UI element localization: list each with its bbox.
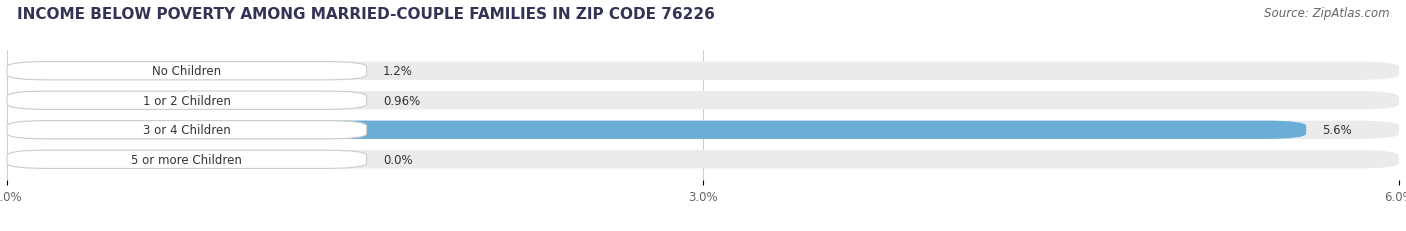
FancyBboxPatch shape	[7, 150, 367, 169]
FancyBboxPatch shape	[7, 62, 367, 81]
Text: No Children: No Children	[152, 65, 221, 78]
Text: 1.2%: 1.2%	[382, 65, 413, 78]
FancyBboxPatch shape	[7, 121, 1399, 139]
FancyBboxPatch shape	[7, 92, 367, 110]
FancyBboxPatch shape	[7, 92, 229, 110]
Text: 1 or 2 Children: 1 or 2 Children	[143, 94, 231, 107]
FancyBboxPatch shape	[7, 62, 1399, 81]
Text: Source: ZipAtlas.com: Source: ZipAtlas.com	[1264, 7, 1389, 20]
FancyBboxPatch shape	[7, 92, 1399, 110]
Text: 0.0%: 0.0%	[382, 153, 412, 166]
Text: 3 or 4 Children: 3 or 4 Children	[143, 124, 231, 137]
FancyBboxPatch shape	[7, 62, 285, 81]
Text: INCOME BELOW POVERTY AMONG MARRIED-COUPLE FAMILIES IN ZIP CODE 76226: INCOME BELOW POVERTY AMONG MARRIED-COUPL…	[17, 7, 714, 22]
Text: 5 or more Children: 5 or more Children	[131, 153, 242, 166]
Text: 5.6%: 5.6%	[1323, 124, 1353, 137]
FancyBboxPatch shape	[7, 150, 1399, 169]
FancyBboxPatch shape	[7, 121, 1306, 139]
FancyBboxPatch shape	[7, 121, 367, 139]
Text: 0.96%: 0.96%	[382, 94, 420, 107]
